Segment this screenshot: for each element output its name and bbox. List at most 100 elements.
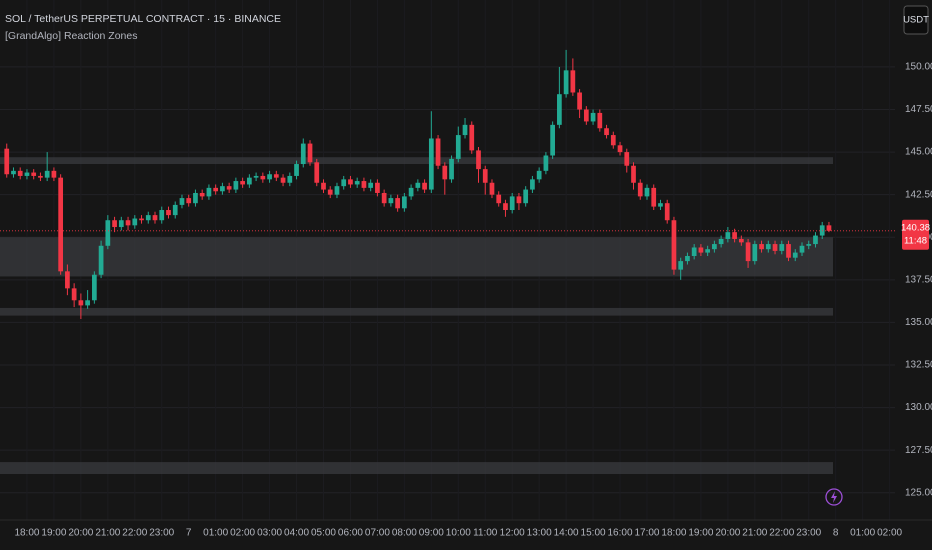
candle-body [361,181,367,188]
candle-body [671,220,677,270]
last-price-label: 140.38 [901,222,930,233]
candle-body [78,300,84,306]
x-tick-label: 02:00 [230,528,255,539]
candle-body [590,112,596,122]
candle-body [24,172,30,176]
reaction-zone [0,462,833,475]
indicator-label: [GrandAlgo] Reaction Zones [5,30,138,42]
candle-body [233,181,239,190]
candle-body [287,175,293,183]
candle-body [44,170,50,178]
candle-body [294,164,299,176]
x-tick-label: 18:00 [661,528,686,539]
candle-body [449,158,454,180]
x-tick-label: 08:00 [392,528,417,539]
candle-body [402,196,407,209]
candle-body [307,143,313,163]
candle-body [247,177,252,185]
candle-body [422,182,427,190]
candle-body [664,203,670,221]
candle-body [651,187,657,207]
candle-body [476,150,481,170]
candle-body [300,143,306,165]
x-tick-label: 01:00 [850,528,875,539]
y-tick-label: 147.50 [905,104,932,115]
candle-body [678,261,684,270]
candle-body [98,245,104,275]
candle-body [624,152,630,166]
candle-body [17,170,23,176]
x-tick-label: 09:00 [419,528,444,539]
candle-body [604,128,609,136]
candle-body [58,177,64,272]
candle-body [105,220,111,246]
candle-body [166,210,171,216]
currency-button[interactable] [903,5,929,35]
x-tick-label: 22:00 [769,528,794,539]
candle-body [516,196,522,204]
candle-body [139,218,144,221]
currency-label[interactable]: USDT [903,15,929,26]
candle-body [698,247,704,253]
x-tick-label: 23:00 [149,528,174,539]
alert-icon[interactable] [825,488,843,506]
x-tick-label: 21:00 [95,528,120,539]
x-tick-label: 22:00 [122,528,147,539]
x-tick-label: 02:00 [877,528,902,539]
candle-body [442,165,448,180]
y-tick-label: 130.00 [905,402,932,413]
x-tick-label: 01:00 [203,528,228,539]
reaction-zone [0,157,833,165]
candle-body [408,187,414,197]
candle-body [725,232,731,239]
x-tick-label: 23:00 [796,528,821,539]
x-tick-label: 14:00 [554,528,579,539]
candle-body [267,174,272,180]
y-tick-label: 135.00 [905,317,932,328]
candle-body [455,135,461,159]
candle-body [570,70,576,93]
x-tick-label: 04:00 [284,528,309,539]
candle-body [658,203,663,207]
candle-body [199,192,205,197]
candle-body [11,170,16,175]
candle-body [509,196,515,211]
x-tick-label: 07:00 [365,528,390,539]
candle-body [334,186,340,195]
x-tick-label: 19:00 [41,528,66,539]
candle-body [482,169,488,183]
candle-body [503,203,508,211]
x-tick-label: 06:00 [338,528,363,539]
candle-body [395,198,400,209]
candle-body [523,189,529,204]
x-tick-label: 05:00 [311,528,336,539]
y-tick-label: 137.50 [905,274,932,285]
candle-body [469,124,475,151]
candle-body [327,189,333,195]
y-tick-label: 145.00 [905,147,932,158]
candle-body [462,124,468,136]
candle-body [806,244,812,246]
y-tick-label: 142.50 [905,189,932,200]
candle-body [826,225,832,231]
candle-body [31,172,37,176]
x-tick-label: 12:00 [500,528,525,539]
candle-body [786,244,791,258]
candle-body [321,182,326,190]
candle-body [179,198,185,205]
candle-body [172,204,178,216]
countdown-label: 11:48 [904,235,927,246]
y-tick-label: 132.50 [905,360,932,371]
candle-body [550,124,555,156]
candle-body [631,165,636,183]
x-tick-label: 20:00 [715,528,740,539]
candle-body [159,210,165,221]
candle-body [368,182,374,188]
candle-body [712,244,717,250]
candle-body [543,155,549,171]
candle-body [779,244,785,251]
candle-body [637,182,643,197]
reaction-zone [0,237,833,277]
candle-body [759,244,764,250]
candle-body [253,175,259,178]
